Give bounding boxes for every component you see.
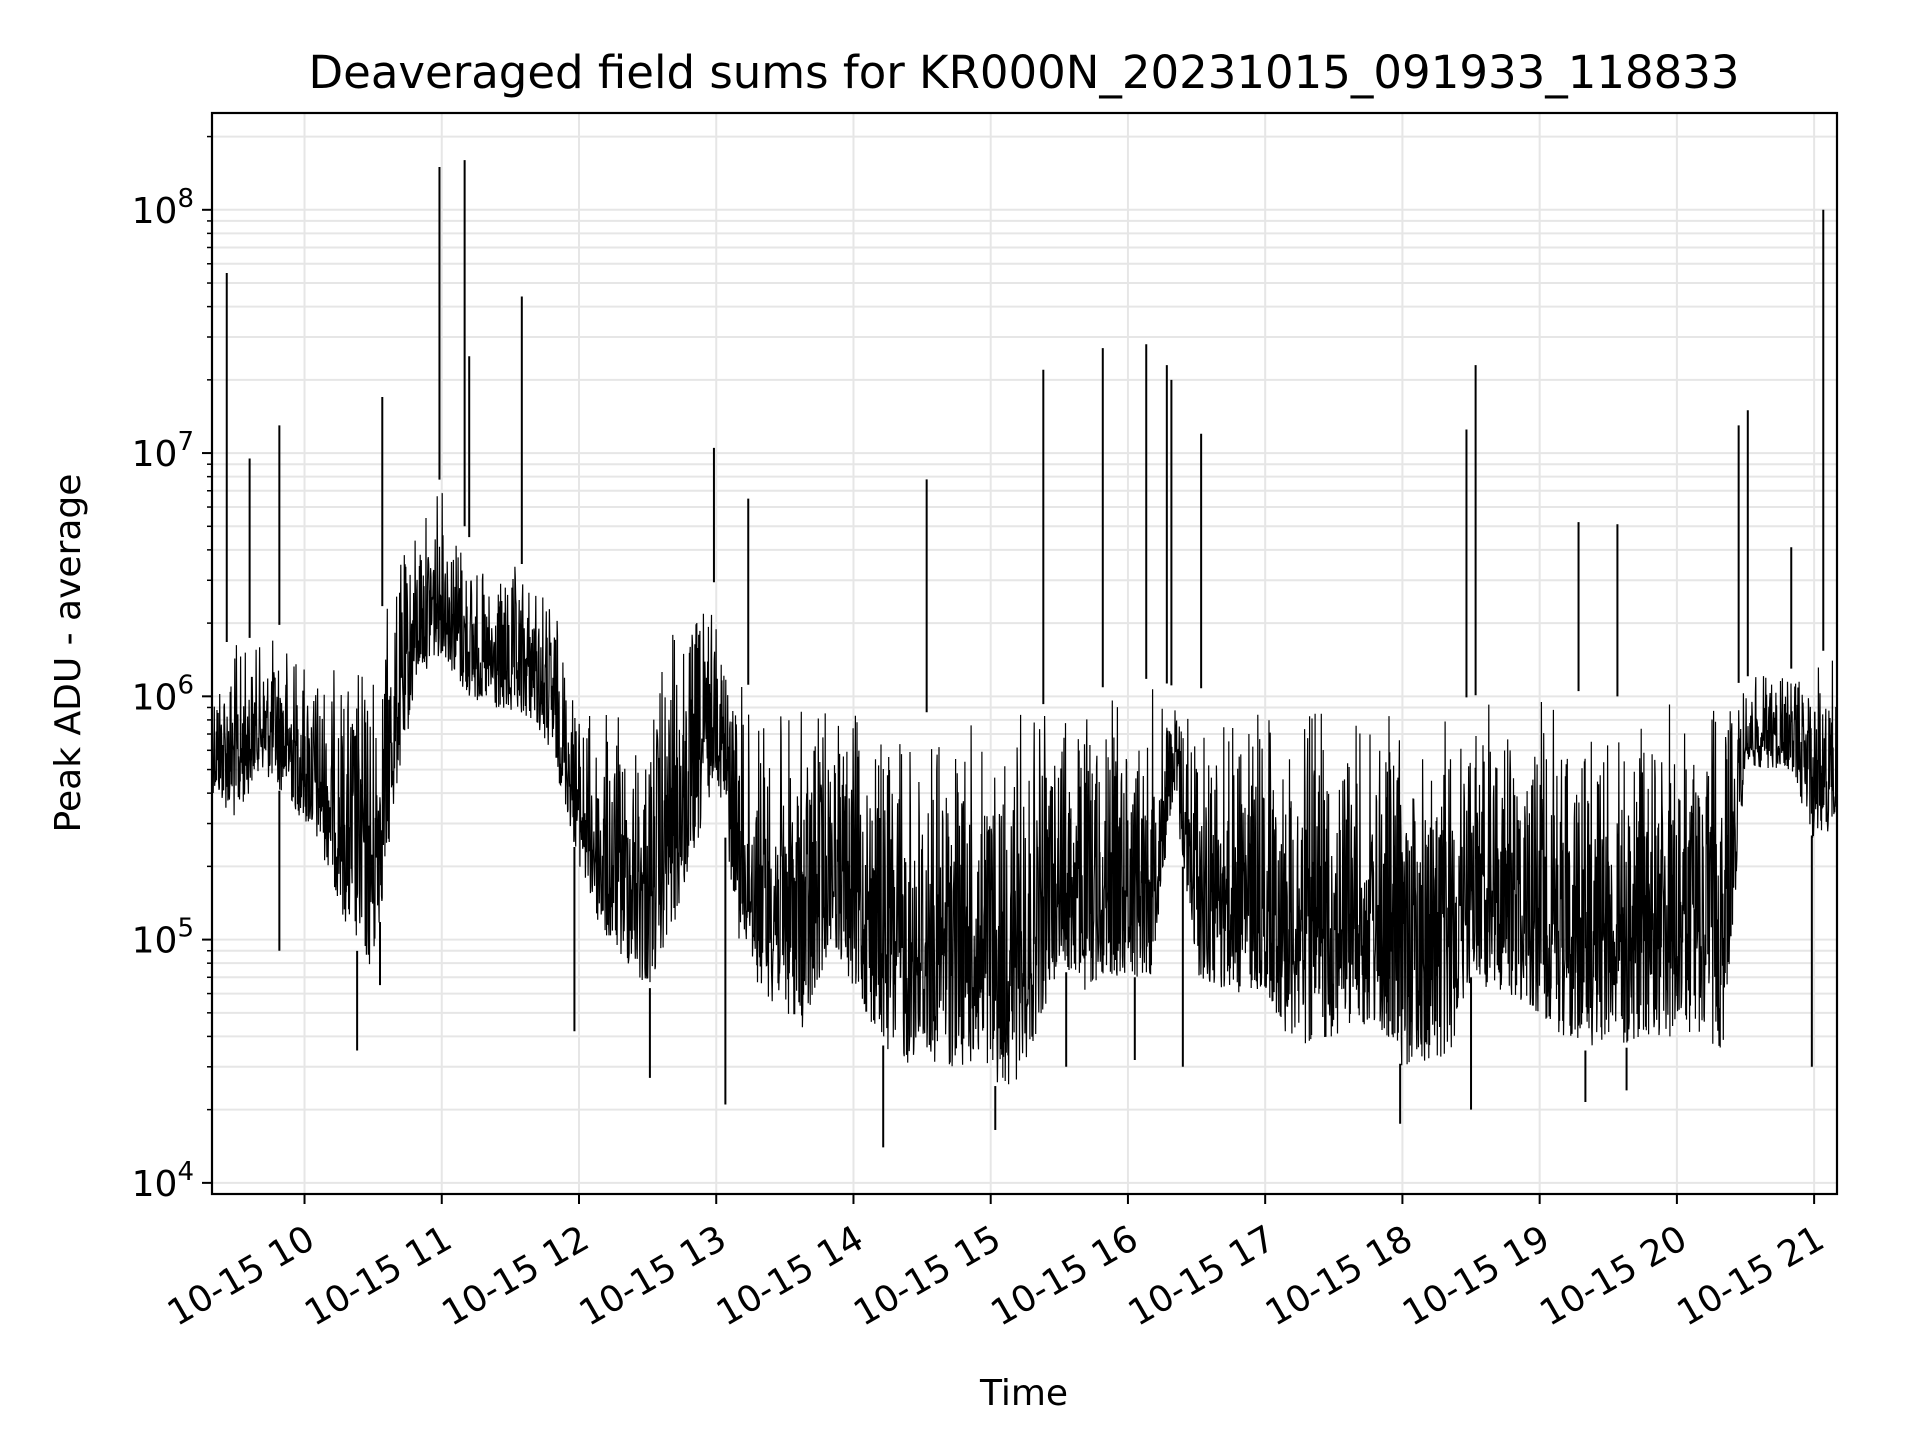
y-tick-base: 10 (132, 191, 178, 232)
y-tick-base: 10 (132, 1164, 178, 1205)
y-tick-exponent: 5 (177, 914, 194, 944)
y-tick-base: 10 (132, 677, 178, 718)
y-tick-exponent: 8 (177, 184, 194, 214)
y-tick-label: 108 (132, 184, 194, 232)
x-axis-label: Time (979, 1373, 1068, 1414)
y-tick-base: 10 (132, 921, 178, 962)
chart-title: Deaveraged field sums for KR000N_2023101… (309, 46, 1740, 99)
y-tick-exponent: 4 (177, 1157, 194, 1187)
y-tick-base: 10 (132, 434, 178, 475)
plot-area (211, 160, 1838, 1148)
y-tick-exponent: 7 (177, 427, 194, 457)
y-tick-label: 106 (132, 670, 194, 718)
y-tick-label: 107 (132, 427, 194, 475)
y-tick-label: 104 (132, 1157, 194, 1205)
series-trace (211, 493, 1838, 1085)
y-tick-exponent: 6 (177, 670, 194, 700)
plot-frame (210, 111, 1839, 1196)
y-axis-label: Peak ADU - average (48, 474, 89, 833)
y-tick-label: 105 (132, 914, 194, 962)
